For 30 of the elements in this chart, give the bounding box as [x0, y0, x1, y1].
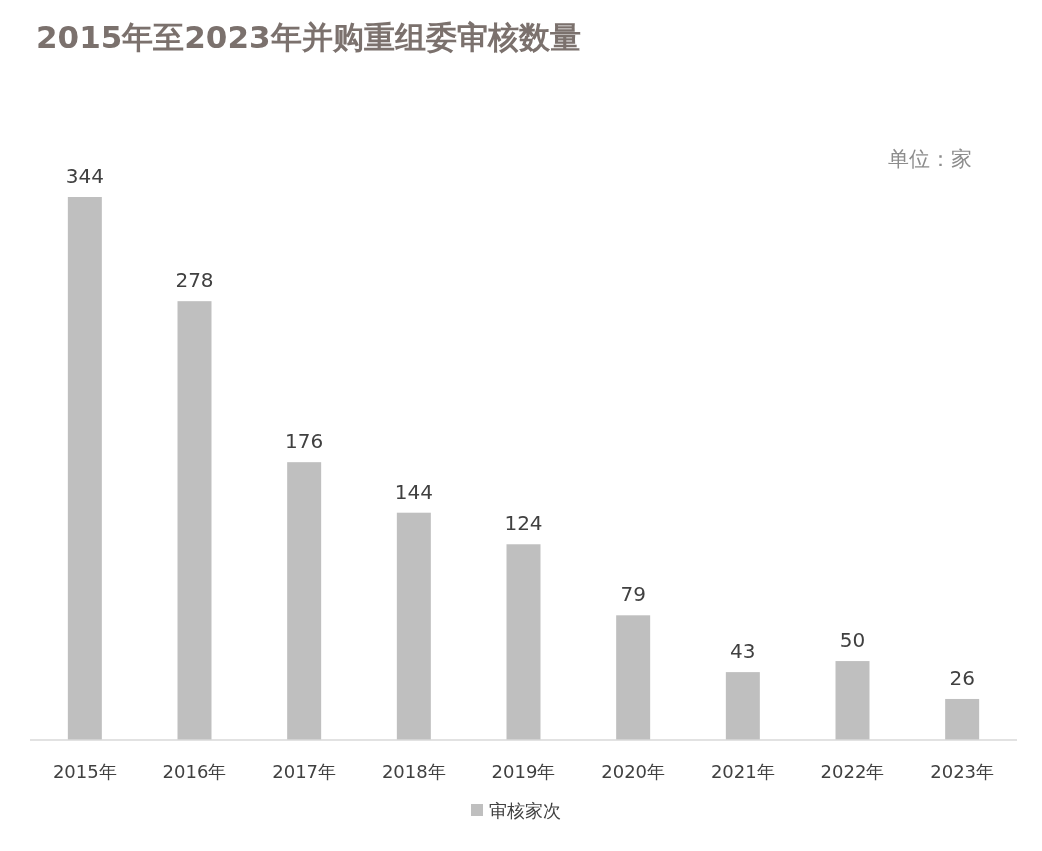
x-tick-label: 2021年: [710, 761, 775, 782]
data-label: 79: [620, 582, 646, 607]
bar: [396, 512, 431, 740]
legend-label: 审核家次: [489, 800, 561, 821]
x-tick-label: 2020年: [601, 761, 666, 782]
bar: [506, 544, 541, 740]
data-label: 43: [730, 639, 756, 664]
data-label: 50: [839, 628, 866, 653]
data-label: 144: [394, 479, 433, 504]
data-label: 176: [285, 429, 324, 454]
bar: [945, 698, 980, 740]
bar: [725, 672, 760, 740]
data-label: 124: [504, 511, 543, 536]
bar: [616, 615, 651, 740]
x-tick-label: 2017年: [272, 761, 337, 782]
bar: [835, 661, 870, 740]
text: 单位：家: [888, 147, 972, 171]
data-label: 26: [949, 665, 975, 690]
bar: [177, 301, 212, 740]
bar: [67, 197, 102, 740]
bar: [287, 462, 322, 740]
x-tick-label: 2022年: [820, 761, 885, 782]
x-tick-label: 2015年: [52, 761, 117, 782]
x-tick-label: 2023年: [930, 761, 995, 782]
data-label: 278: [175, 268, 214, 293]
x-tick-label: 2016年: [162, 761, 227, 782]
x-tick-label: 2019年: [491, 761, 556, 782]
data-label: 344: [65, 164, 104, 188]
x-tick-label: 2018年: [381, 761, 446, 782]
chart-title: 2015年至2023年并购重组委审核数量: [36, 19, 581, 55]
